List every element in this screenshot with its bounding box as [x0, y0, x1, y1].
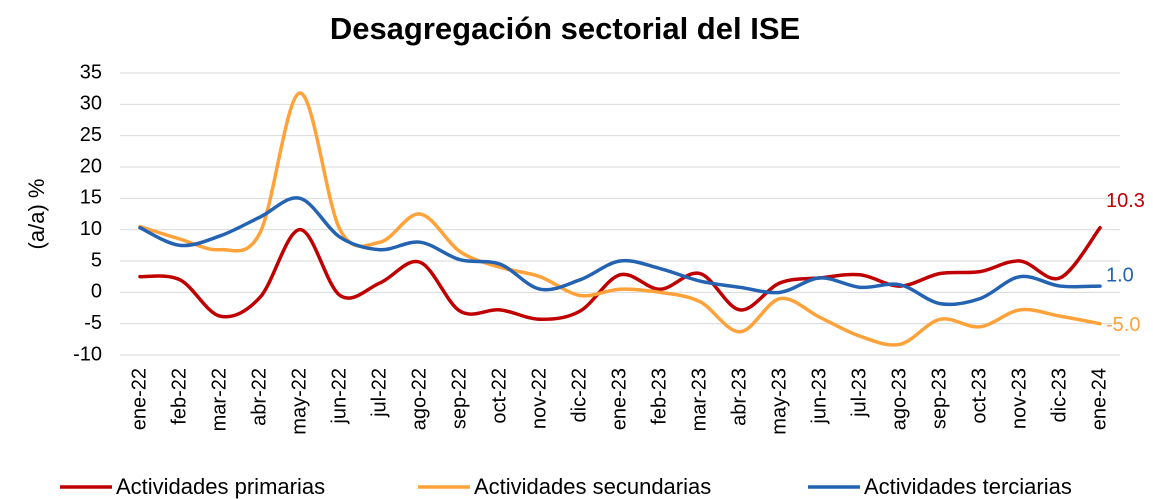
x-tick-label: ago-23	[888, 368, 910, 430]
x-tick-label: nov-23	[1008, 368, 1030, 429]
y-tick-label: -10	[73, 343, 102, 365]
y-tick-label: 5	[91, 249, 102, 271]
x-tick-label: nov-22	[528, 368, 550, 429]
y-tick-label: 35	[80, 61, 102, 83]
y-axis-title: (a/a) %	[24, 179, 49, 250]
y-tick-label: -5	[84, 312, 102, 334]
x-tick-label: oct-22	[488, 368, 510, 424]
series-line	[138, 196, 1102, 307]
x-tick-label: jun-22	[328, 368, 350, 425]
data-label: -5.0	[1106, 314, 1140, 336]
series-line	[138, 91, 1102, 347]
legend-label: Actividades terciarias	[864, 474, 1072, 499]
y-tick-label: 30	[80, 93, 102, 115]
x-tick-label: mar-22	[208, 368, 230, 431]
x-tick-label: abr-22	[248, 368, 270, 426]
legend-label: Actividades secundarias	[474, 474, 711, 499]
x-tick-label: mar-23	[688, 368, 710, 431]
data-label: 1.0	[1106, 264, 1134, 286]
x-tick-label: feb-23	[648, 368, 670, 425]
x-tick-label: oct-23	[968, 368, 990, 424]
x-tick-label: sep-22	[448, 368, 470, 429]
x-tick-label: ene-24	[1088, 368, 1110, 430]
x-tick-label: dic-22	[568, 368, 590, 422]
x-tick-label: abr-23	[728, 368, 750, 426]
x-tick-label: ene-23	[608, 368, 630, 430]
x-tick-label: ene-22	[128, 368, 150, 430]
x-tick-label: feb-22	[168, 368, 190, 425]
y-tick-label: 0	[91, 281, 102, 303]
x-tick-label: ago-22	[408, 368, 430, 430]
x-tick-label: may-22	[288, 368, 310, 435]
x-tick-label: sep-23	[928, 368, 950, 429]
x-tick-label: may-23	[768, 368, 790, 435]
series-line	[138, 226, 1102, 322]
y-tick-label: 15	[80, 187, 102, 209]
y-tick-label: 10	[80, 218, 102, 240]
data-label: 10.3	[1106, 190, 1145, 212]
x-tick-label: jul-22	[368, 368, 390, 418]
x-tick-label: jul-23	[848, 368, 870, 418]
chart-title: Desagregación sectorial del ISE	[330, 11, 800, 46]
legend-label: Actividades primarias	[116, 474, 325, 499]
x-tick-label: jun-23	[808, 368, 830, 425]
y-tick-label: 25	[80, 124, 102, 146]
y-tick-label: 20	[80, 155, 102, 177]
x-tick-label: dic-23	[1048, 368, 1070, 422]
